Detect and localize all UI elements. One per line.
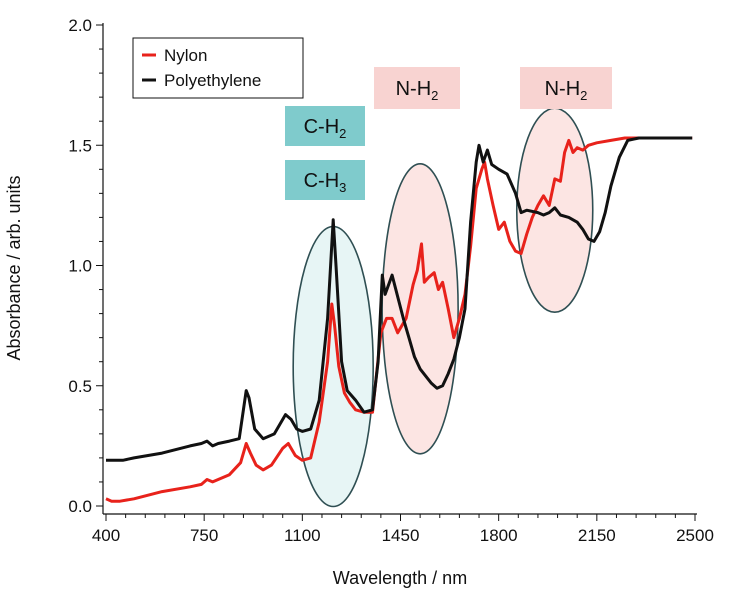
x-tick-label: 2500 [676, 526, 714, 545]
annotation-label: N-H2 [520, 67, 612, 109]
annotations: C-H2 C-H3 N-H2 N-H2 [285, 67, 612, 200]
annotation-text: N-H2 [396, 78, 439, 103]
annotation-box [520, 67, 612, 109]
x-tick-label: 1450 [382, 526, 420, 545]
annotation-text: N-H2 [545, 78, 588, 103]
series-line-polyethylene [106, 136, 693, 462]
annotation-text: C-H2 [304, 116, 347, 141]
y-tick-label: 1.5 [68, 136, 92, 155]
annotation-label: C-H2 [285, 106, 365, 146]
y-axis-title: Absorbance / arb. units [4, 175, 24, 360]
x-tick-label: 1100 [284, 526, 321, 545]
y-tick-label: 0.5 [68, 377, 92, 396]
legend-label-polyethylene: Polyethylene [164, 71, 261, 90]
x-axis-title: Wavelength / nm [333, 568, 467, 588]
x-tick-label: 750 [190, 526, 218, 545]
legend-box [132, 37, 304, 99]
series-line-nylon [105, 136, 693, 503]
series-lines [105, 136, 693, 503]
y-tick-label: 1.0 [68, 257, 92, 276]
y-tick-label: 0.0 [68, 497, 92, 516]
annotation-text: C-H3 [304, 170, 347, 195]
legend-label-nylon: Nylon [164, 46, 207, 65]
annotation-box [285, 160, 365, 200]
y-tick-label: 2.0 [68, 16, 92, 35]
x-tick-label: 400 [92, 526, 120, 545]
annotation-box [285, 106, 365, 146]
highlight-ellipse [292, 225, 374, 508]
tick-labels: 400 750 1100 1450 1800 2150 2500 0.0 0.5 1.0 1.5 2.… [68, 16, 714, 545]
legend: Nylon Polyethylene [132, 37, 304, 99]
annotation-label: N-H2 [374, 67, 460, 109]
annotation-box [374, 67, 460, 109]
axes [96, 23, 697, 521]
x-tick-label: 2150 [578, 526, 616, 545]
x-tick-label: 1800 [480, 526, 518, 545]
annotation-label: C-H3 [285, 160, 365, 200]
